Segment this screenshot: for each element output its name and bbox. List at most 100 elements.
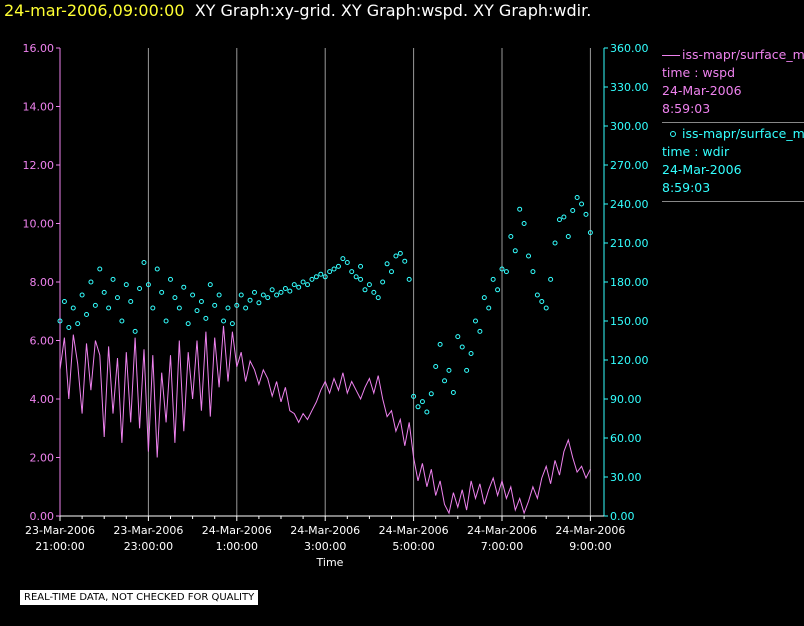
- wdir-point: [526, 253, 532, 259]
- right-tick-label: 150.00: [610, 315, 649, 328]
- wdir-point: [477, 328, 483, 334]
- wdir-point: [552, 240, 558, 246]
- right-tick-label: 120.00: [610, 354, 649, 367]
- wdir-point: [300, 279, 306, 285]
- legend-series-date: 24-Mar-2006: [662, 162, 742, 177]
- wdir-point: [543, 305, 549, 311]
- wdir-point: [499, 266, 505, 272]
- legend-entry-wdir: iss-mapr/surface_m time : wdir 24-Mar-20…: [662, 125, 804, 202]
- wdir-point: [450, 390, 456, 395]
- wdir-point: [587, 230, 593, 236]
- wdir-point: [459, 344, 465, 350]
- wdir-point: [150, 305, 156, 311]
- left-tick-label: 14.00: [23, 101, 55, 114]
- wdir-point: [397, 250, 403, 256]
- wdir-point: [530, 269, 536, 275]
- right-tick-label: 270.00: [610, 159, 649, 172]
- wdir-point: [154, 266, 160, 272]
- wdir-point: [132, 328, 138, 334]
- wdir-point: [247, 297, 253, 303]
- wdir-point: [296, 284, 302, 290]
- wdir-point: [318, 271, 324, 277]
- wdir-point: [428, 391, 434, 397]
- legend: iss-mapr/surface_m time : wspd 24-Mar-20…: [662, 46, 804, 204]
- x-tick-time-label: 21:00:00: [35, 540, 84, 553]
- wdir-point: [468, 351, 474, 356]
- wdir-point: [517, 206, 523, 212]
- wdir-point: [415, 404, 421, 410]
- wdir-point: [110, 276, 116, 282]
- left-tick-label: 4.00: [30, 393, 55, 406]
- wdir-point: [406, 276, 412, 282]
- wdir-point: [282, 286, 288, 291]
- wdir-point: [137, 286, 143, 291]
- wdir-point: [291, 282, 297, 288]
- title-graphs: XY Graph:xy-grid. XY Graph:wspd. XY Grap…: [194, 1, 592, 20]
- wdir-point: [389, 269, 394, 275]
- right-tick-label: 360.00: [610, 42, 649, 55]
- wdir-point: [340, 256, 346, 262]
- wdir-point: [194, 308, 200, 314]
- wdir-point: [486, 305, 492, 311]
- wdir-point: [123, 282, 129, 288]
- wdir-point: [380, 279, 386, 285]
- wdir-point: [411, 393, 417, 399]
- wdir-point: [534, 292, 540, 298]
- legend-series-name: iss-mapr/surface_m: [682, 47, 804, 62]
- wdir-point: [495, 287, 501, 293]
- wdir-point: [287, 288, 293, 294]
- left-tick-label: 2.00: [30, 452, 55, 465]
- wdir-point: [114, 295, 120, 301]
- wdir-point: [234, 302, 240, 308]
- wdir-point: [472, 318, 478, 324]
- wdir-point: [384, 261, 390, 267]
- wdir-point: [446, 367, 452, 373]
- right-tick-label: 240.00: [610, 198, 649, 211]
- wdir-point: [163, 318, 169, 324]
- wdir-point: [145, 282, 151, 288]
- wdir-point: [358, 263, 364, 269]
- wdir-point: [503, 269, 509, 275]
- wdir-point: [570, 208, 576, 213]
- wdir-point: [57, 318, 63, 324]
- wdir-point: [172, 295, 178, 301]
- wdir-point: [512, 248, 518, 254]
- wdir-point: [141, 260, 147, 265]
- wdir-point: [212, 302, 218, 308]
- wdir-point: [419, 399, 425, 405]
- legend-series-variable: time : wdir: [662, 144, 730, 159]
- wdir-point: [203, 315, 209, 321]
- wdir-point: [565, 234, 571, 239]
- wdir-point: [437, 341, 443, 347]
- wdir-point: [521, 221, 527, 226]
- wdir-point: [362, 287, 368, 293]
- wdir-point: [61, 299, 67, 304]
- wdir-point: [371, 289, 377, 295]
- wdir-point: [181, 284, 187, 290]
- wdir-point: [216, 292, 222, 298]
- wspd-series-line: [59, 325, 591, 515]
- chart-title: 24-mar-2006,09:00:00 XY Graph:xy-grid. X…: [4, 1, 591, 20]
- wdir-point: [106, 305, 112, 311]
- wdir-point: [305, 282, 311, 288]
- left-tick-label: 0.00: [30, 510, 55, 523]
- wdir-point: [556, 217, 562, 223]
- wdir-point: [548, 276, 554, 282]
- wdir-point: [97, 266, 103, 272]
- x-tick-date-label: 24-Mar-2006: [202, 524, 272, 537]
- wdir-point: [278, 289, 284, 295]
- wdir-point: [331, 266, 337, 272]
- wdir-point: [322, 274, 328, 280]
- wdir-point: [128, 299, 134, 304]
- right-tick-label: 30.00: [610, 471, 642, 484]
- wdir-point: [433, 364, 439, 369]
- wdir-point: [375, 295, 381, 301]
- left-tick-label: 10.00: [23, 218, 55, 231]
- wdir-point: [185, 321, 191, 327]
- x-tick-time-label: 9:00:00: [569, 540, 611, 553]
- wdir-point: [335, 263, 341, 269]
- wdir-point: [260, 292, 266, 298]
- x-tick-time-label: 3:00:00: [304, 540, 346, 553]
- wdir-point: [583, 211, 589, 217]
- wdir-point: [176, 305, 182, 311]
